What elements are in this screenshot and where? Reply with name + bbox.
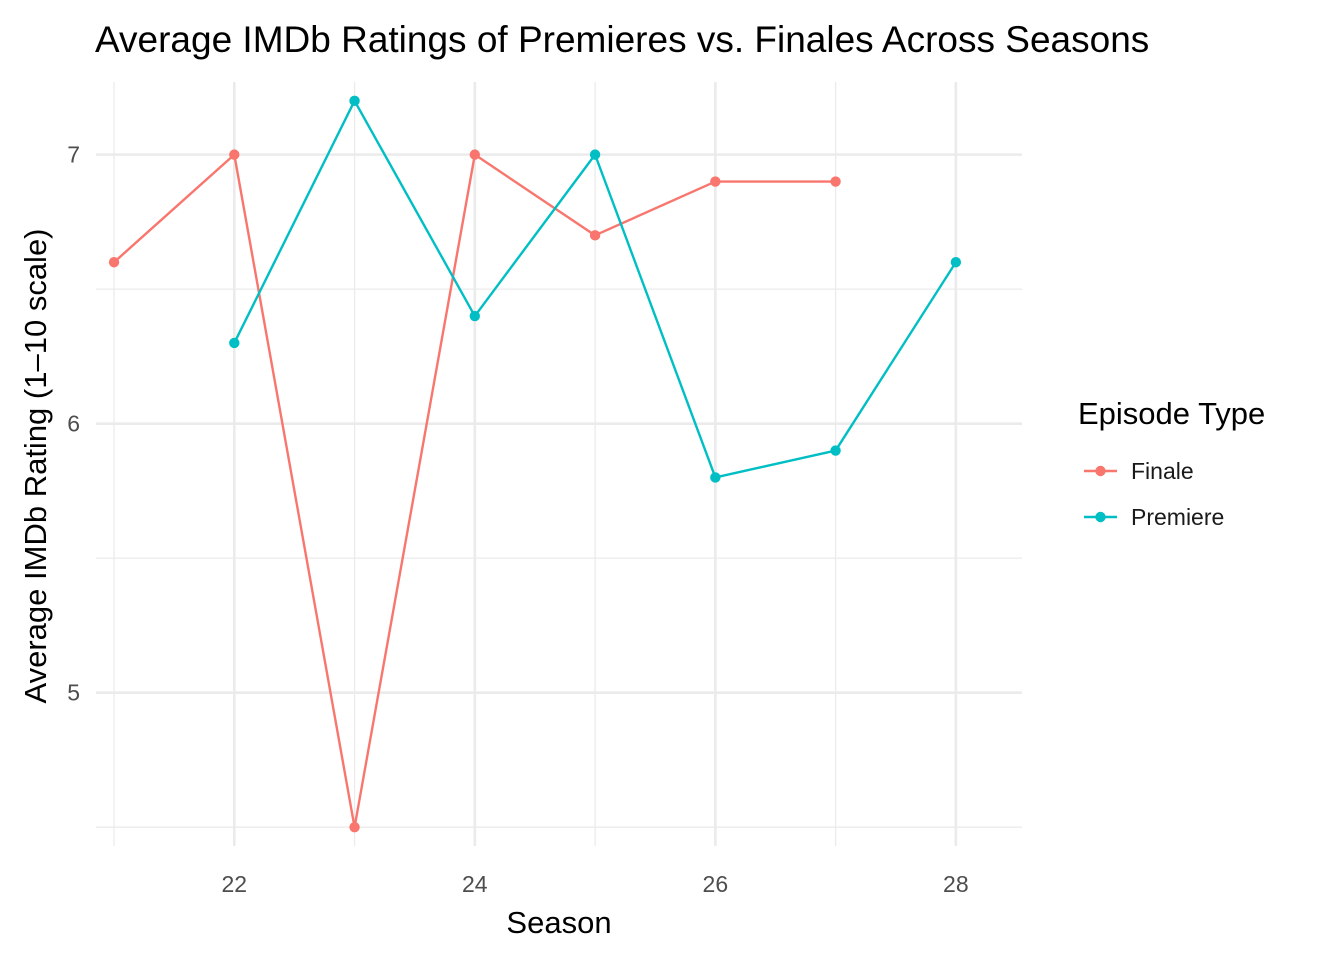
premiere-point xyxy=(229,337,240,349)
finale-point xyxy=(229,149,240,160)
finale-point xyxy=(710,176,721,187)
chart-title: Average IMDb Ratings of Premieres vs. Fi… xyxy=(95,19,1149,60)
premiere-point xyxy=(589,149,601,160)
legend-title: Episode Type xyxy=(1078,396,1265,431)
tick-labels: 22 24 26 28 5 6 7 xyxy=(67,142,968,897)
y-tick-label: 6 xyxy=(67,411,80,437)
legend-key-point xyxy=(1095,465,1106,477)
plot-series xyxy=(108,95,962,833)
finale-point xyxy=(469,149,481,160)
legend-label: Premiere xyxy=(1131,504,1224,530)
x-tick-label: 24 xyxy=(462,871,488,897)
legend: Episode Type Finale Premiere xyxy=(1078,396,1265,530)
x-tick-label: 26 xyxy=(703,871,729,897)
legend-items: Finale Premiere xyxy=(1084,458,1224,530)
premiere-point xyxy=(710,472,721,483)
y-axis-title: Average IMDb Rating (1–10 scale) xyxy=(18,228,53,703)
series-finale xyxy=(108,149,841,833)
legend-item-finale: Finale xyxy=(1084,458,1194,484)
x-tick-label: 28 xyxy=(943,871,969,897)
finale-point xyxy=(108,257,120,268)
finale-point xyxy=(830,176,841,187)
x-tick-label: 22 xyxy=(222,871,248,897)
finale-point xyxy=(589,230,601,241)
legend-item-premiere: Premiere xyxy=(1084,504,1224,530)
y-tick-label: 5 xyxy=(67,680,80,706)
legend-key-point xyxy=(1095,511,1106,523)
y-tick-label: 7 xyxy=(67,142,80,168)
premiere-point xyxy=(950,257,962,268)
x-axis-title: Season xyxy=(506,905,611,940)
premiere-point xyxy=(830,445,841,456)
finale-point xyxy=(349,821,360,833)
premiere-point xyxy=(349,95,360,107)
legend-label: Finale xyxy=(1131,458,1194,484)
premiere-point xyxy=(469,310,481,322)
gridlines xyxy=(96,82,1022,846)
series-premiere xyxy=(229,95,962,483)
